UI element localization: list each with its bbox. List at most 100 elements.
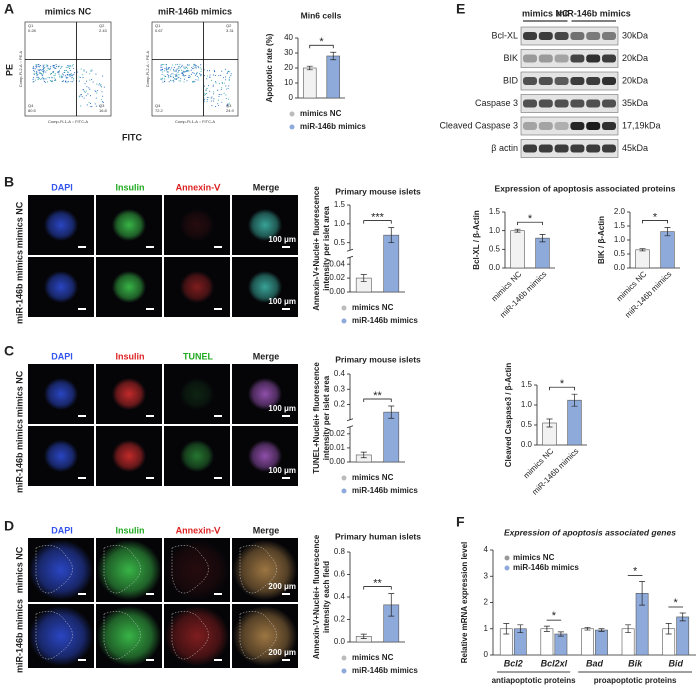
bar: [581, 628, 594, 656]
y-tick-label: 0.5: [334, 238, 346, 247]
event-dot: [40, 78, 42, 80]
event-dot: [183, 66, 185, 68]
blot-strip: [520, 116, 619, 136]
y-tick-label: 0.6: [334, 570, 346, 579]
scale-bar: [282, 415, 290, 417]
event-dot: [43, 79, 45, 81]
group-label: proapoptotic proteins: [594, 676, 677, 685]
event-dot: [221, 87, 223, 89]
legend-label: mimics NC: [513, 553, 555, 562]
event-dot: [36, 71, 38, 73]
legend-marker: [289, 111, 295, 117]
event-dot: [175, 64, 177, 66]
event-dot: [85, 90, 87, 92]
event-dot: [185, 66, 187, 68]
event-dot: [167, 73, 169, 76]
event-dot: [215, 106, 217, 108]
event-dot: [44, 64, 46, 66]
event-dot: [90, 105, 92, 108]
event-dot: [41, 74, 43, 76]
y-axis-label: Apoptotic rate (%): [265, 33, 274, 102]
event-dot: [49, 73, 52, 75]
event-dot: [206, 99, 208, 101]
quadrant-value: 3.31: [226, 28, 235, 33]
event-dot: [188, 75, 190, 77]
event-dot: [52, 64, 54, 67]
bar: [383, 234, 400, 293]
event-dot: [206, 75, 208, 77]
event-dot: [48, 68, 50, 70]
event-dot: [161, 69, 163, 71]
legend-label: miR-146b mimics: [352, 486, 418, 495]
legend-marker: [504, 565, 510, 571]
band: [570, 144, 585, 153]
event-dot: [54, 79, 56, 81]
event-dot: [42, 73, 44, 75]
error-bar: [639, 248, 646, 252]
event-dot: [194, 74, 196, 76]
event-dot: [221, 70, 223, 72]
column-header: Annexin-Ⅴ: [176, 182, 222, 192]
event-dot: [178, 66, 180, 68]
event-dot: [163, 70, 165, 72]
blot-strip: [520, 26, 619, 46]
scale-bar: [146, 659, 154, 661]
event-dot: [86, 86, 88, 88]
error-bar: [665, 623, 672, 635]
error-bar: [664, 227, 671, 237]
event-dot: [53, 65, 55, 67]
event-dot: [164, 78, 166, 80]
event-dot: [32, 78, 34, 80]
event-dot: [38, 78, 40, 80]
event-dot: [179, 63, 181, 65]
event-dot: [52, 71, 55, 73]
event-dot: [221, 101, 223, 103]
event-dot: [214, 70, 216, 72]
event-dot: [88, 87, 90, 89]
y-tick-label: 40: [284, 33, 293, 42]
significance-bracket: [363, 220, 392, 224]
event-dot: [164, 81, 166, 83]
event-dot: [52, 66, 55, 69]
event-dot: [230, 73, 232, 75]
y-tick-label: 4: [484, 545, 489, 554]
cell-signal: [44, 209, 78, 241]
x-tick-label: miR-146b mimics: [498, 270, 548, 320]
event-dot: [164, 67, 166, 70]
event-dot: [72, 63, 74, 65]
event-dot: [218, 75, 220, 77]
event-dot: [95, 73, 97, 75]
protein-size: 17,19kDa: [622, 120, 661, 130]
y-tick-label: 0.00: [329, 287, 345, 296]
event-dot: [58, 73, 60, 75]
y-axis-label: Annexin-V+Nuclei+ fluorescence: [312, 534, 321, 659]
event-dot: [50, 80, 52, 82]
event-dot: [79, 95, 81, 97]
band: [570, 54, 585, 63]
protein-name: BIK: [503, 53, 518, 63]
event-dot: [73, 78, 75, 80]
event-dot: [83, 97, 85, 99]
quadrant-value: 0.67: [155, 28, 164, 33]
event-dot: [33, 70, 36, 72]
x-tick-label: Bik: [628, 658, 643, 668]
band: [602, 32, 616, 40]
event-dot: [92, 81, 94, 83]
event-dot: [176, 68, 178, 70]
event-dot: [58, 71, 60, 73]
event-dot: [189, 76, 192, 78]
scale-bar: [78, 308, 86, 310]
event-dot: [89, 88, 91, 90]
event-dot: [218, 83, 221, 85]
quadrant-name: Q2: [226, 23, 232, 28]
event-dot: [212, 85, 214, 87]
y-tick-label: 0.04: [329, 259, 345, 268]
event-dot: [44, 81, 46, 83]
event-dot: [220, 94, 222, 96]
event-dot: [217, 103, 219, 105]
event-dot: [212, 84, 214, 86]
axis-break: [346, 418, 354, 429]
quadrant-name: Q2: [99, 23, 105, 28]
scale-bar: [78, 593, 86, 595]
event-dot: [194, 64, 196, 66]
